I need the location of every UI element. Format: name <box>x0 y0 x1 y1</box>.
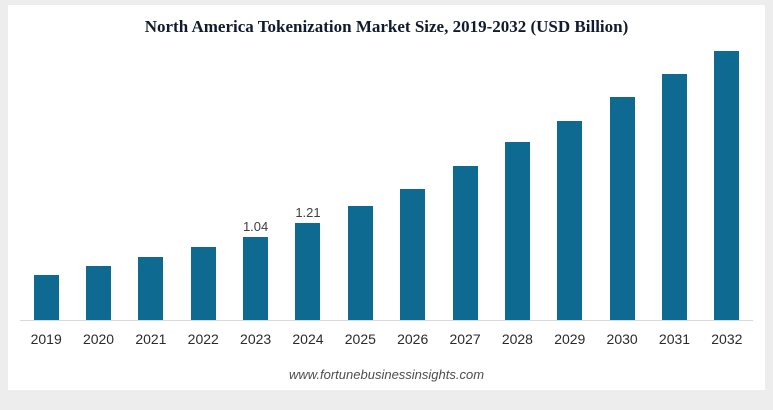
chart-card: North America Tokenization Market Size, … <box>8 5 765 390</box>
source-caption: www.fortunebusinessinsights.com <box>288 367 485 382</box>
bar-column: 1.04 <box>229 47 281 320</box>
bar-column <box>387 47 439 320</box>
x-axis-labels: 2019 2020 2021 2022 2023 2024 2025 2026 2027 2028… <box>8 321 765 347</box>
bar-column <box>596 47 648 320</box>
bar-value-label: 1.21 <box>295 205 321 220</box>
bar-column <box>439 47 491 320</box>
bar <box>714 51 740 320</box>
bar <box>504 142 530 320</box>
bar <box>661 74 687 320</box>
x-tick-label: 2026 <box>397 331 429 347</box>
x-tick-label: 2029 <box>554 331 586 347</box>
bar-column <box>701 47 753 320</box>
bar-column <box>20 47 72 320</box>
bar <box>347 206 373 320</box>
bar-column <box>544 47 596 320</box>
bar <box>33 275 59 320</box>
x-tick-label: 2020 <box>82 331 115 347</box>
bar-column <box>334 47 386 320</box>
bar <box>190 247 216 320</box>
x-tick-label: 2030 <box>606 331 638 347</box>
bar-plot: 1.04 1.21 <box>20 47 753 321</box>
bar-column <box>648 47 700 320</box>
x-tick-label: 2027 <box>449 331 481 347</box>
bar-column: 1.21 <box>282 47 334 320</box>
chart-title: North America Tokenization Market Size, … <box>144 17 629 36</box>
bar <box>243 237 269 320</box>
x-tick-label: 2031 <box>658 331 691 347</box>
bar <box>138 257 164 320</box>
x-tick-label: 2024 <box>292 331 324 347</box>
x-tick-label: 2022 <box>187 331 219 347</box>
bar-column <box>72 47 124 320</box>
bar <box>295 223 321 320</box>
bar <box>452 166 478 320</box>
bar <box>400 189 426 320</box>
bar-value-label: 1.04 <box>242 219 269 234</box>
x-tick-label: 2028 <box>501 331 533 347</box>
x-tick-label: 2023 <box>240 331 272 347</box>
x-tick-label: 2032 <box>711 331 743 347</box>
bar-column <box>177 47 229 320</box>
bar-column <box>491 47 543 320</box>
bar-column <box>125 47 177 320</box>
bar <box>86 266 112 320</box>
x-tick-label: 2019 <box>30 331 62 347</box>
bar <box>609 97 635 320</box>
x-tick-label: 2025 <box>344 331 376 347</box>
bar <box>557 121 583 320</box>
plot-area: 1.04 1.21 <box>8 47 765 321</box>
x-tick-label: 2021 <box>135 331 167 347</box>
